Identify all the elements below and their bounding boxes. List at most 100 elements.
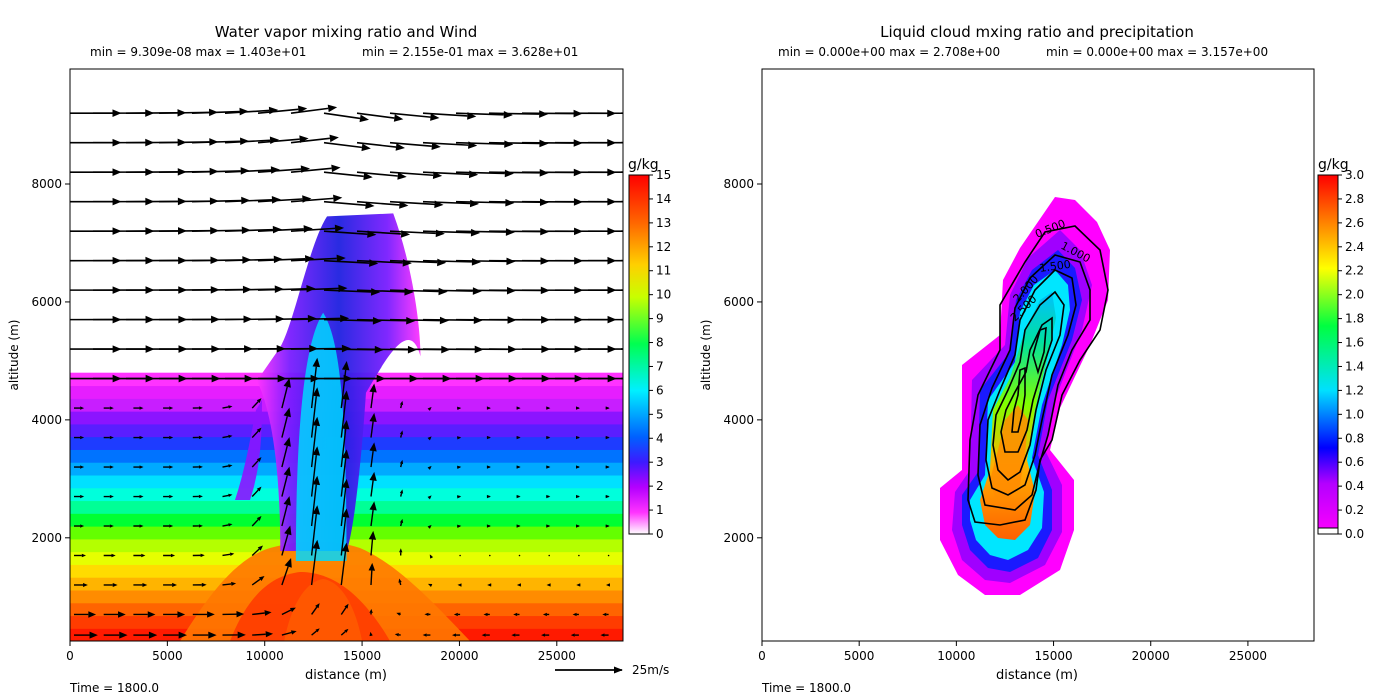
wind-arrow <box>257 108 299 115</box>
cloud-chart-subtitle-left: min = 0.000e+00 max = 2.708e+00 <box>778 45 1000 59</box>
wind-arrow-head <box>109 406 114 410</box>
wind-arrow-head <box>198 465 203 469</box>
wind-arrow-head <box>297 105 308 114</box>
wind-arrow <box>224 169 272 173</box>
wind-arrow-head <box>516 465 521 469</box>
precipitation-contours <box>967 225 1109 526</box>
colorbar-tick-label: 2 <box>656 479 664 493</box>
wind-arrow <box>356 259 403 264</box>
wind-arrow-head <box>486 406 491 410</box>
x-tick-label: 20000 <box>440 649 478 663</box>
wind-arrow-head <box>89 631 98 639</box>
wind-arrow-head <box>177 611 186 618</box>
wind-arrow-head <box>422 633 427 637</box>
y-tick-label: 2000 <box>31 531 62 545</box>
wind-arrow-head <box>368 562 376 571</box>
wind-arrow-head <box>503 111 513 119</box>
wind-arrow-head <box>200 553 205 558</box>
wind-arrow <box>340 428 347 468</box>
wind-arrow-head <box>602 612 607 617</box>
wind-arrow-head <box>341 390 350 400</box>
wind-arrow-head <box>172 582 177 588</box>
wind-arrow-head <box>207 611 215 618</box>
wind-arrow <box>400 404 403 409</box>
wind-arrow-head <box>504 140 514 148</box>
contour-line <box>1032 326 1047 375</box>
wind-arrow <box>389 230 436 235</box>
wind-arrow-head <box>256 398 262 403</box>
colorbar-tick-label: 2.2 <box>1345 264 1364 278</box>
wind-arrow-head <box>438 287 448 296</box>
wind-arrow-head <box>109 524 114 528</box>
wind-arrow-head <box>674 198 683 206</box>
cloud-time-label: Time = 1800.0 <box>761 681 851 695</box>
wind-arrow-head <box>542 612 547 617</box>
wind-arrow <box>290 167 332 173</box>
wind-arrow <box>422 259 472 263</box>
colorbar-tick-label: 2.4 <box>1345 240 1364 254</box>
colorbar-tick-label: 11 <box>656 264 671 278</box>
wind-arrow <box>340 458 347 497</box>
wind-arrow-head <box>334 224 345 233</box>
quiver-key-label: 25m/s <box>632 663 669 677</box>
wind-arrow <box>340 487 347 527</box>
wind-arrow-head <box>178 631 187 639</box>
wind-arrow-head <box>283 437 291 447</box>
wind-arrow-head <box>486 524 491 528</box>
wind-arrow-head <box>516 583 521 587</box>
colorbar-tick-label: 1.0 <box>1345 407 1364 421</box>
cloud-chart: Liquid cloud mxing ratio and precipitati… <box>699 23 1364 695</box>
colorbar-tick-label: 0.0 <box>1345 527 1364 541</box>
wind-arrow-head <box>393 114 404 122</box>
colorbar-tick-label: 15 <box>656 168 671 182</box>
wind-arrow-head <box>605 435 610 440</box>
wind-arrow <box>356 171 398 177</box>
wind-arrow-head <box>198 406 203 410</box>
vapor-updraft-column <box>295 312 347 561</box>
cloud-axes-frame <box>761 68 1315 642</box>
wind-arrow-head <box>513 612 518 617</box>
wind-arrow-head <box>169 406 174 410</box>
wind-arrow-head <box>80 435 85 440</box>
wind-arrow <box>455 171 505 175</box>
colorbar-tick-label: 2.0 <box>1345 288 1364 302</box>
wind-arrow-head <box>359 114 369 123</box>
wind-arrow-head <box>431 142 441 150</box>
wind-arrow <box>310 396 317 438</box>
wind-arrow-head <box>363 172 373 181</box>
wind-arrow-head <box>470 228 481 237</box>
cloud-colorbar-bar <box>1317 174 1339 535</box>
wind-arrow-head <box>333 194 343 203</box>
wind-arrow-head <box>231 581 237 586</box>
wind-arrow <box>340 551 347 586</box>
wind-arrow <box>422 200 471 205</box>
wind-arrow-head <box>641 109 650 117</box>
wind-arrow-head <box>341 360 350 371</box>
wind-arrow <box>489 554 491 557</box>
wind-arrow <box>422 230 472 234</box>
wind-arrow-head <box>139 435 144 440</box>
wind-arrow-head <box>369 442 377 452</box>
wind-arrow-head <box>398 578 402 583</box>
wind-arrow-head <box>139 465 144 469</box>
wind-arrow-head <box>427 406 432 411</box>
wind-arrow-head <box>198 524 203 528</box>
wind-arrow <box>251 548 260 557</box>
wind-arrow-head <box>312 505 321 515</box>
wind-arrow-head <box>80 524 85 528</box>
wind-arrow <box>356 141 397 148</box>
wind-arrow-head <box>312 387 321 397</box>
y-tick-label: 6000 <box>31 295 62 309</box>
wind-arrow-head <box>312 446 321 456</box>
wind-arrow <box>222 524 229 527</box>
wind-arrow-head <box>399 400 404 406</box>
wind-arrow-head <box>369 412 377 423</box>
wind-arrow-head <box>674 227 683 235</box>
colorbar-tick-label: 10 <box>656 288 671 302</box>
wind-arrow-head <box>399 548 403 553</box>
wind-arrow <box>323 259 370 264</box>
wind-arrow-head <box>361 143 371 152</box>
wind-arrow-head <box>457 436 462 440</box>
wind-arrow-head <box>674 286 683 294</box>
contour-line <box>985 269 1077 496</box>
